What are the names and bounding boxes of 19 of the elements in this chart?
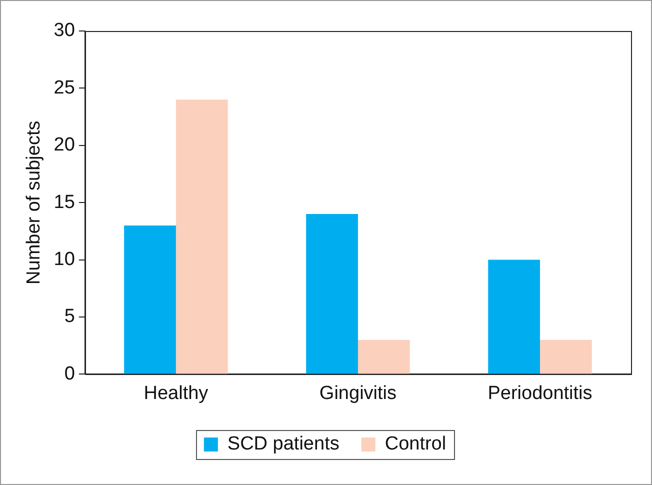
y-tick-label: 5 [64, 306, 75, 328]
y-axis-title: Number of subjects [24, 120, 45, 284]
legend-label: Control [384, 434, 446, 455]
legend-label: SCD patients [227, 434, 340, 455]
y-tick-label: 25 [54, 77, 75, 98]
y-tick-label: 15 [54, 192, 75, 213]
bar [358, 340, 410, 374]
y-tick-label: 10 [54, 249, 75, 270]
y-tick-label: 30 [54, 20, 75, 42]
bar [176, 100, 228, 374]
bar [488, 260, 540, 374]
y-tick-label: 0 [64, 363, 75, 384]
bar [306, 214, 358, 374]
x-tick-label: Gingivitis [319, 382, 397, 404]
bar [540, 340, 592, 374]
y-tick-label: 20 [54, 134, 75, 156]
x-tick-label: Healthy [144, 382, 209, 404]
bar [124, 225, 176, 374]
x-tick-label: Periodontitis [488, 382, 592, 404]
